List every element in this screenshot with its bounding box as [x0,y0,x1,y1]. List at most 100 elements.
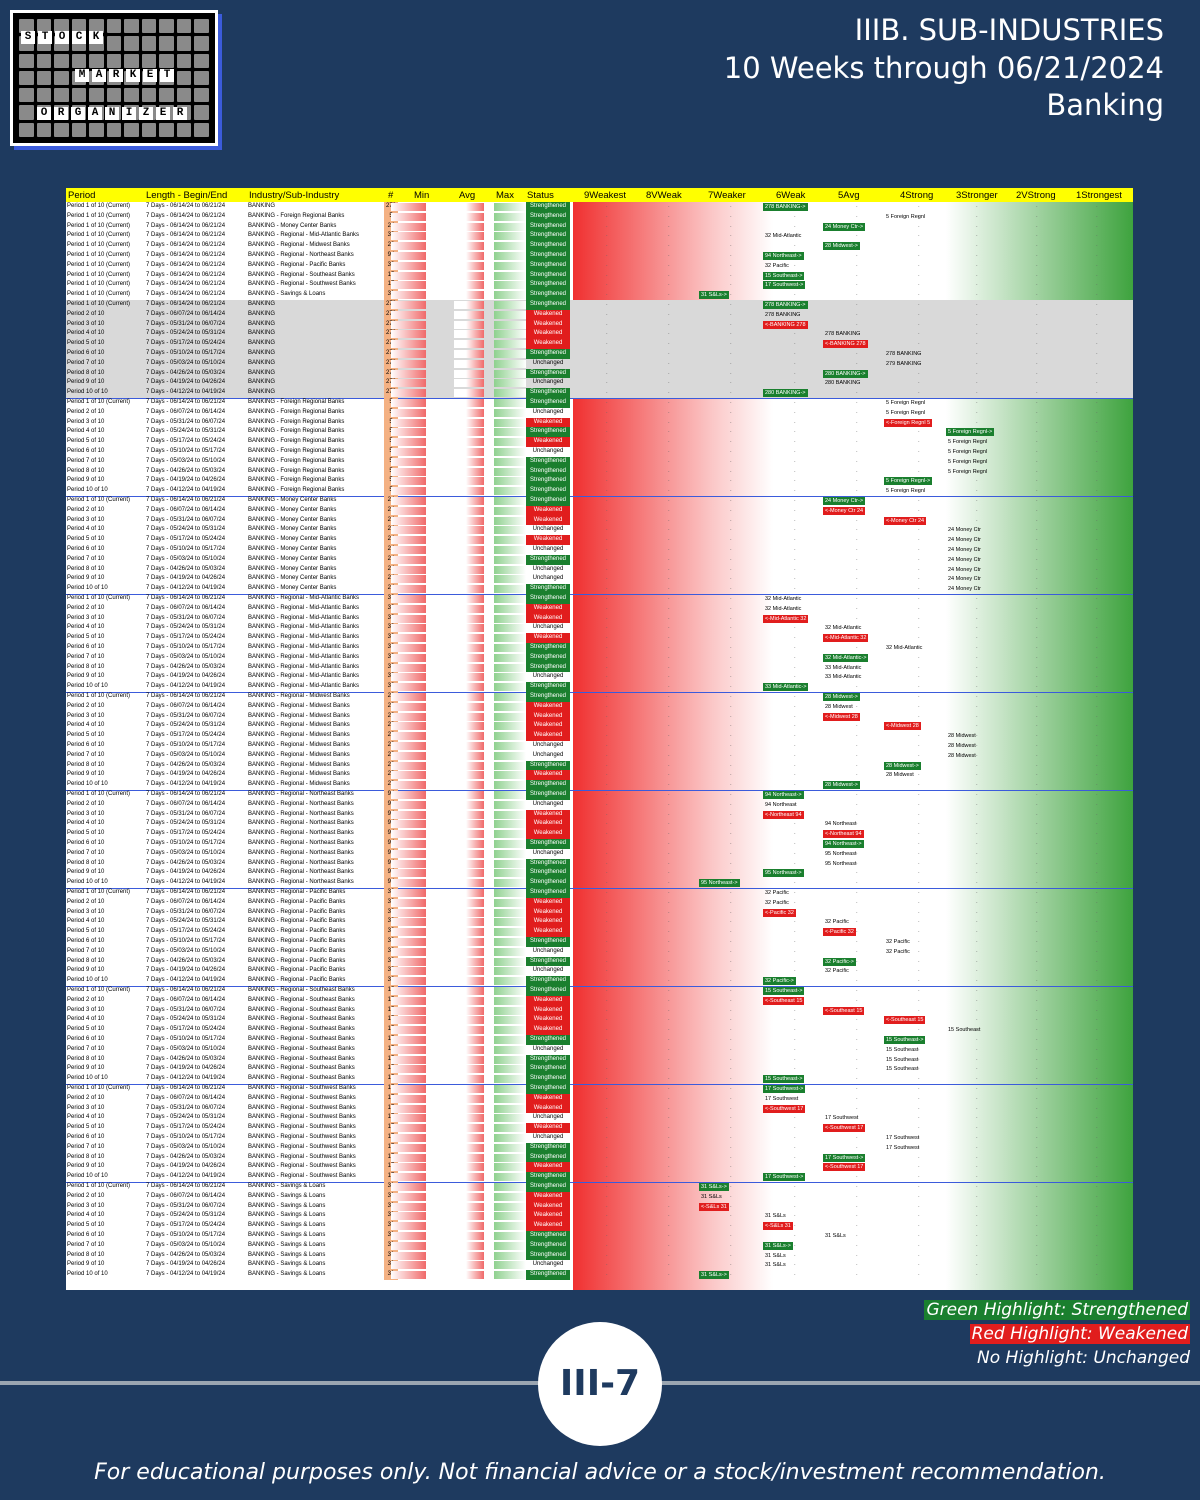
rank-tag: <-Northeast 94 [823,830,864,839]
rank-dot: . [856,957,858,964]
rank-tag: 15 Southeast [886,1046,919,1053]
rank-dot: . [730,996,732,1003]
rank-dot: . [856,359,858,366]
rank-dot: . [794,222,796,229]
rank-dot: . [730,1192,732,1199]
rank-dot: . [976,663,978,670]
status-cell: Strengthened [526,221,570,232]
rank-dot: . [668,438,670,445]
rank-dot: . [606,350,608,356]
status-cell: Strengthened [526,456,570,467]
max-bar [494,438,526,447]
rank-dot: . [1036,516,1038,523]
sub-industry-cell: BANKING - Money Center Banks [248,575,337,582]
rank-dot: . [918,389,920,396]
rank-dot: . [856,389,858,396]
rank-tag: 31 S&Ls [825,1233,846,1239]
rank-dot: . [918,634,920,641]
rank-dot: . [918,1134,920,1140]
min-bar [391,467,426,476]
rank-tag: 17 Southwest [825,1115,859,1122]
table-row: Period 2 of 10 7 Days - 06/07/24 to 06/14… [66,1191,1133,1202]
rank-dot: . [1096,242,1098,249]
rank-dot: . [606,1261,608,1268]
rank-dot: . [1096,438,1098,445]
rank-dot: . [794,820,796,827]
rank-dot: . [976,575,978,582]
table-row: Period 8 of 10 7 Days - 04/26/24 to 05/03… [66,956,1133,967]
rank-dot: . [730,1124,732,1131]
table-row: Period 1 of 10 (Current) 7 Days - 06/14/2… [66,790,1133,800]
rank-dot: . [918,487,920,494]
rank-dot: . [794,546,796,552]
length-cell: 7 Days - 06/07/24 to 06/14/24 [146,898,226,905]
rank-tag: 28 Midwest [948,733,976,740]
status-cell: Strengthened [526,790,570,800]
rank-dot: . [1096,879,1098,886]
min-bar [391,389,426,398]
min-bar [391,261,426,270]
length-cell: 7 Days - 05/31/24 to 06/07/24 [146,614,226,621]
logo-tile [106,122,122,137]
table-row: Period 10 of 10 7 Days - 04/12/24 to 04/1… [66,976,1133,986]
table-row: Period 9 of 10 7 Days - 04/19/24 to 04/26… [66,476,1133,487]
table-row: Period 7 of 10 7 Days - 05/03/24 to 05/10… [66,358,1133,369]
period-cell: Period 9 of 10 [67,379,105,386]
rank-dot: . [1096,1232,1098,1238]
rank-dot: . [730,1075,732,1082]
length-cell: 7 Days - 06/07/24 to 06/14/24 [146,408,226,415]
rank-dot: . [606,575,608,582]
rank-dot: . [976,849,978,856]
length-cell: 7 Days - 06/14/24 to 06/21/24 [146,791,226,797]
period-cell: Period 10 of 10 [67,389,108,396]
rank-dot: . [606,330,608,337]
rank-dot: . [668,291,670,298]
rank-dot: . [668,448,670,454]
status-cell: Strengthened [526,643,570,653]
group-separator [66,594,1133,595]
status-cell: Unchanged [532,800,564,807]
rank-dot: . [606,898,608,905]
length-cell: 7 Days - 05/17/24 to 05/24/24 [146,438,226,445]
rank-dot: . [606,1045,608,1052]
rank-dot: . [1036,800,1038,807]
min-bar [391,448,426,456]
rank-dot: . [730,957,732,964]
rank-dot: . [976,702,978,709]
rank-dot: . [606,869,608,876]
table-row: Period 10 of 10 7 Days - 04/12/24 to 04/1… [66,584,1133,594]
logo-tile [106,53,122,68]
min-bar [391,663,426,672]
min-bar [391,320,426,329]
rank-dot: . [794,771,796,778]
max-bar [494,1241,526,1250]
rank-dot: . [794,379,796,386]
rank-dot: . [606,1222,608,1229]
rank-dot: . [976,565,978,572]
rank-tag: <-Midwest 28 [884,722,921,731]
table-row: Period 1 of 10 (Current) 7 Days - 06/14/2… [66,202,1133,212]
rank-dot: . [1096,1045,1098,1052]
status-cell: Strengthened [526,1074,570,1084]
rank-dot: . [1036,751,1038,758]
period-cell: Period 7 of 10 [67,947,105,954]
sub-industry-cell: BANKING [248,203,276,209]
logo-tile [54,122,69,137]
logo-tile [194,105,209,120]
rank-dot: . [794,604,796,611]
rank-dot: . [730,977,732,984]
status-cell: Weakened [526,701,570,712]
period-cell: Period 1 of 10 (Current) [67,242,131,249]
rank-dot: . [730,1104,732,1111]
length-cell: 7 Days - 06/14/24 to 06/21/24 [146,261,226,268]
period-cell: Period 10 of 10 [67,683,108,690]
avg-bar [454,340,484,349]
length-cell: 7 Days - 05/03/24 to 05/10/24 [146,1045,226,1052]
rank-dot: . [1036,889,1038,895]
rank-dot: . [730,742,732,748]
rank-dot: . [794,1036,796,1042]
status-cell: Strengthened [526,692,570,702]
rank-dot: . [668,712,670,719]
rank-dot: . [976,996,978,1003]
logo-letter: T [160,69,174,82]
